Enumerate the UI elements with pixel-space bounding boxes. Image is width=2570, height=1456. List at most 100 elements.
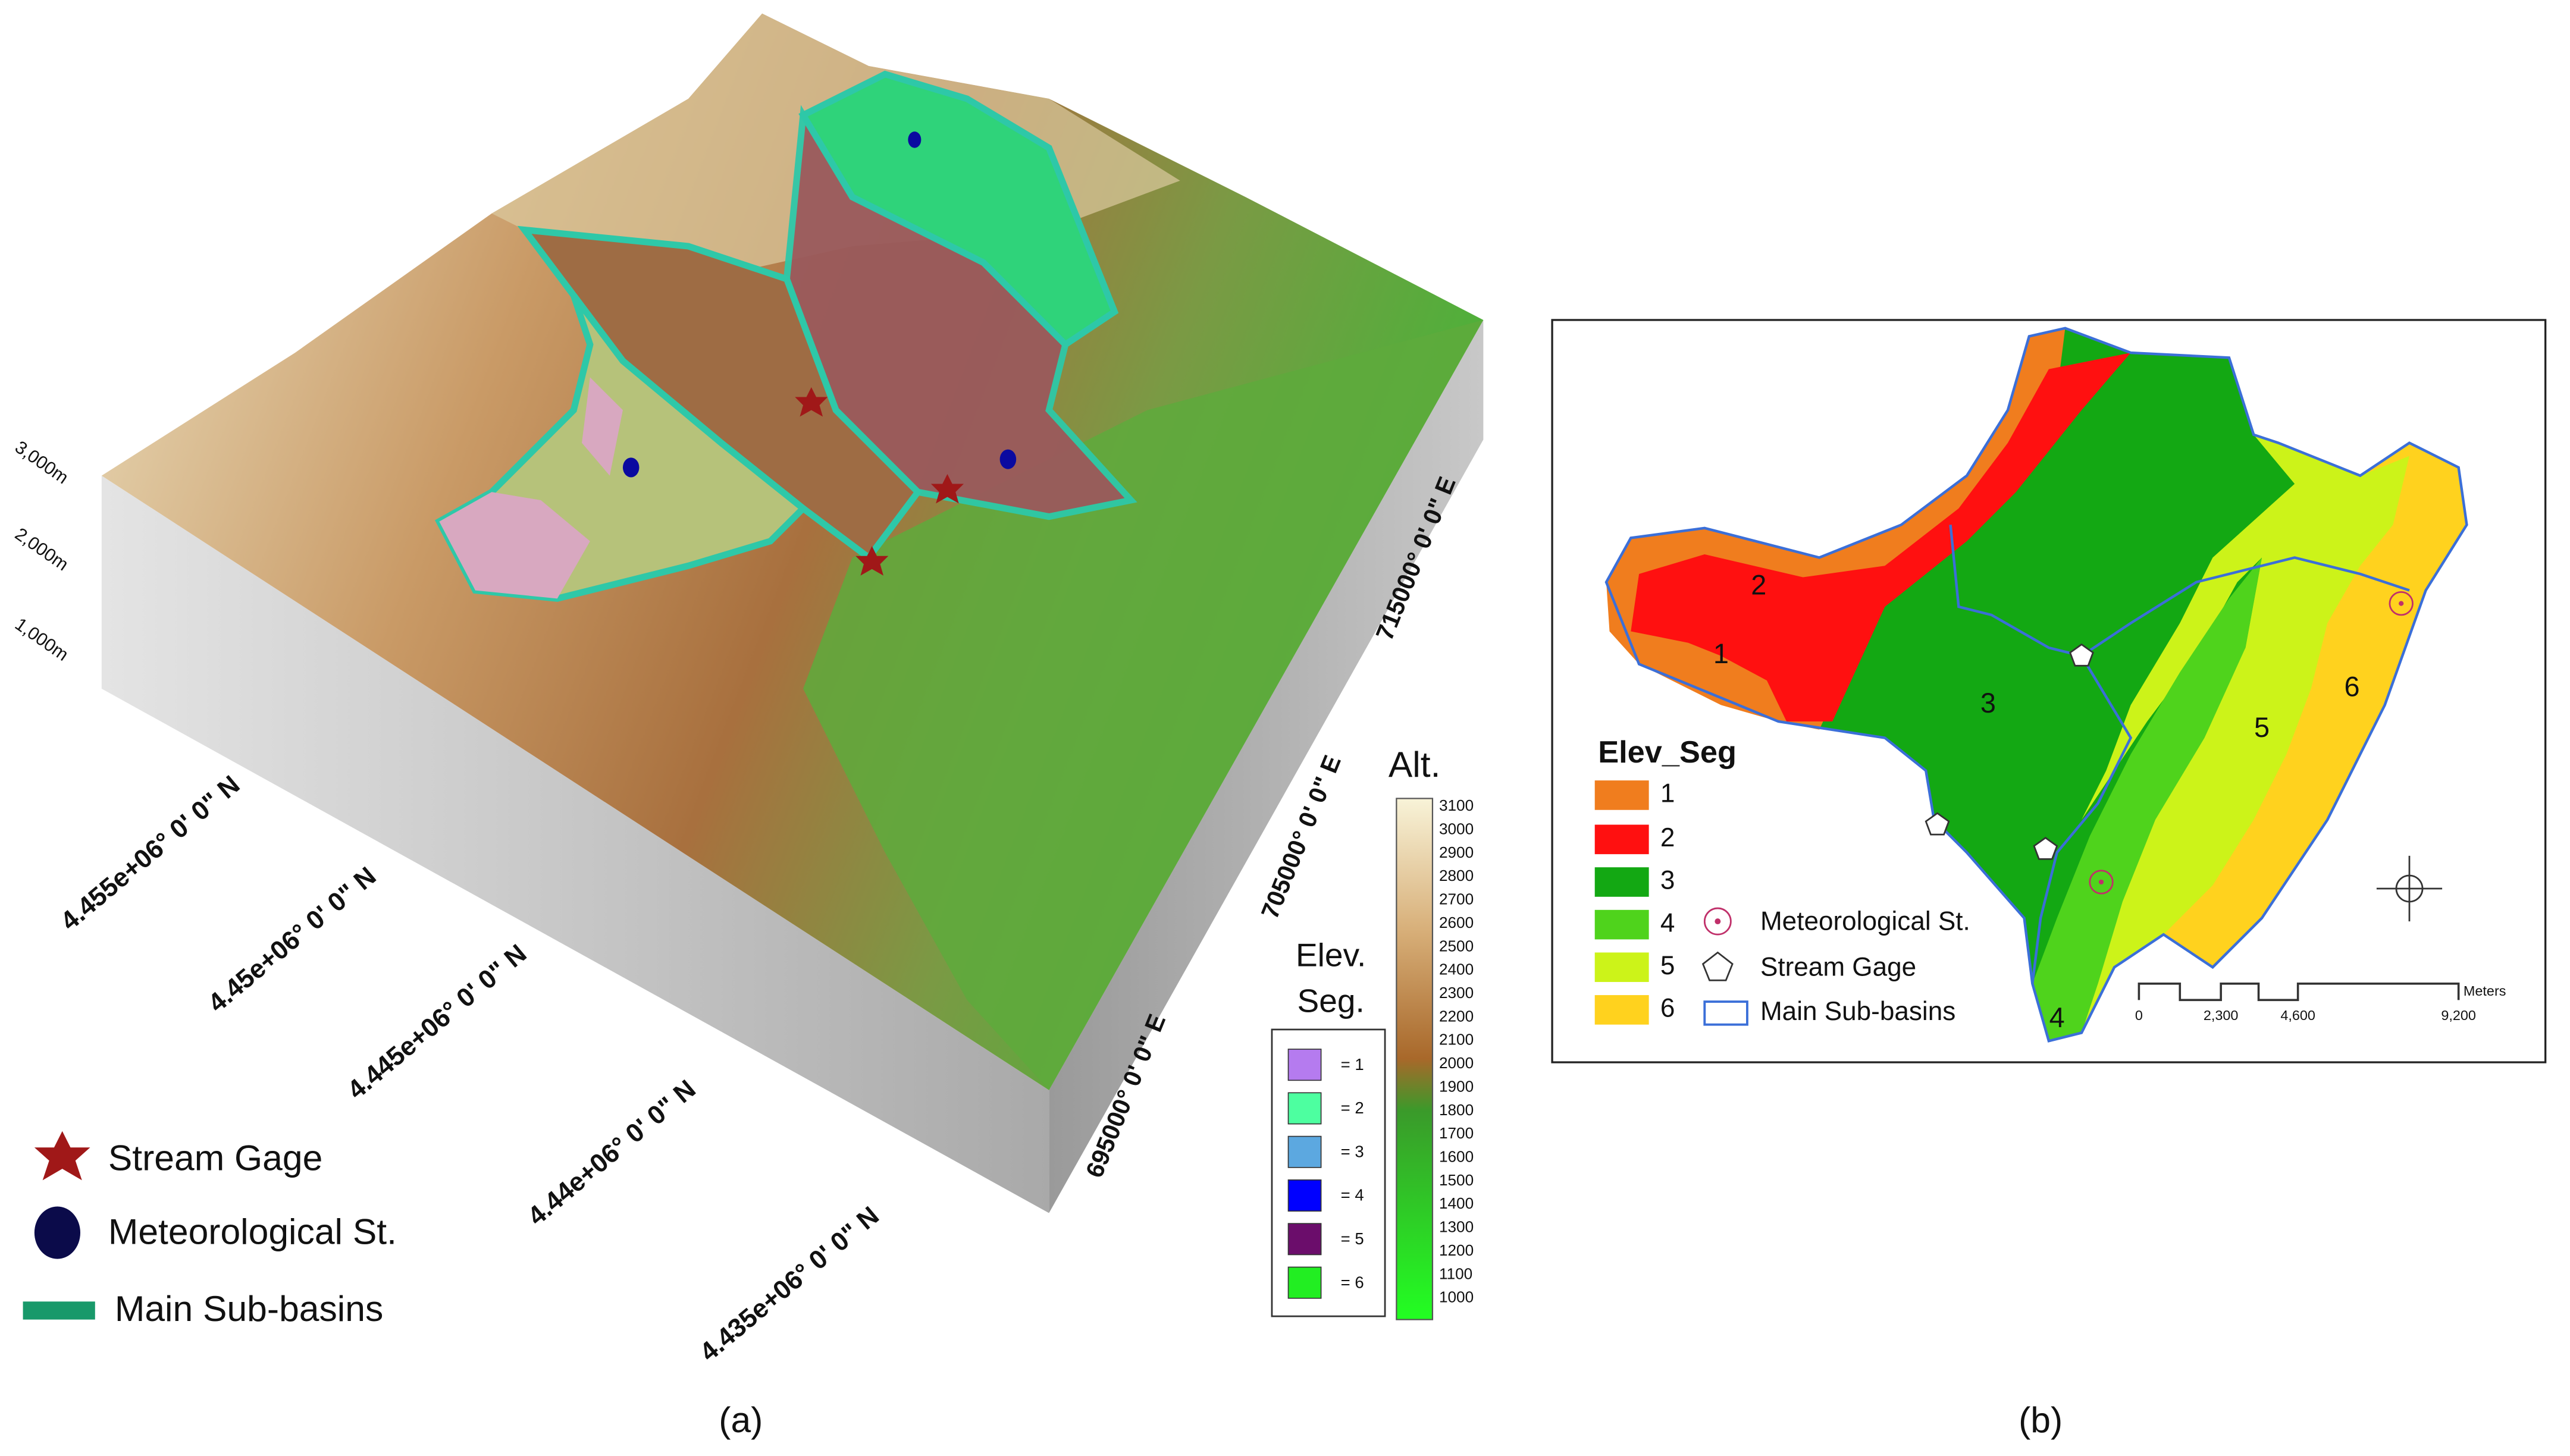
- segment-legend-label: 5: [1660, 951, 1675, 980]
- region-label: 2: [1751, 569, 1766, 600]
- stream-gage-symbol: [1701, 951, 1734, 981]
- segment-legend-label: = 2: [1341, 1099, 1364, 1117]
- meteorological-symbol: [1715, 918, 1721, 925]
- altitude-tick-label: 2900: [1439, 843, 1474, 861]
- region-label: 5: [2254, 712, 2270, 743]
- northing-label: 4.45e+06° 0' 0" N: [203, 861, 382, 1018]
- scale-label: 4,600: [2280, 1008, 2315, 1023]
- elevation-segment: [2032, 557, 2262, 1041]
- segment-legend-label: = 4: [1341, 1186, 1364, 1204]
- altitude-tick-label: 1300: [1439, 1218, 1474, 1236]
- segment-legend-label: = 1: [1341, 1055, 1364, 1074]
- stream-gage-marker: [2069, 643, 2094, 667]
- scale-label: 2,300: [2204, 1008, 2239, 1023]
- stream-gage-marker: [2033, 836, 2058, 860]
- altitude-tick-label: 2700: [1439, 890, 1474, 908]
- elevation-tick-label: 2,000m: [11, 524, 72, 575]
- sub-basin-west-high: [582, 377, 623, 476]
- legend-label: Meteorological St.: [108, 1211, 397, 1251]
- altitude-tick-label: 3000: [1439, 820, 1474, 838]
- block-left-face: [101, 475, 1049, 1213]
- northing-label: 4.455e+06° 0' 0" N: [55, 770, 246, 936]
- segment-legend-swatch: [1287, 1179, 1322, 1212]
- legend-label: Main Sub-basins: [115, 1288, 383, 1329]
- segment-legend-swatch: [1594, 952, 1649, 983]
- scale-bar: [2138, 983, 2460, 1002]
- segment-legend-swatch: [1594, 995, 1649, 1025]
- scale-unit: Meters: [2464, 983, 2506, 999]
- segment-legend-title: Elev_Seg: [1598, 735, 1737, 770]
- north-arrow: [2376, 855, 2443, 922]
- altitude-tick-label: 1200: [1439, 1241, 1474, 1259]
- northing-label: 4.435e+06° 0' 0" N: [694, 1201, 885, 1367]
- altitude-tick-label: 1000: [1439, 1288, 1474, 1306]
- legend-label: Stream Gage: [1760, 953, 1916, 982]
- altitude-tick-label: 1800: [1439, 1101, 1474, 1119]
- altitude-tick-label: 1100: [1439, 1264, 1472, 1282]
- elevation-segment: [1631, 353, 2131, 721]
- region-label: 6: [2345, 671, 2360, 702]
- scale-label: 9,200: [2441, 1008, 2476, 1023]
- meteorological-marker: [2389, 591, 2414, 616]
- segment-legend-swatch: [1287, 1135, 1322, 1168]
- segment-legend-label: 2: [1660, 823, 1675, 852]
- segment-legend-swatch: [1594, 867, 1649, 897]
- segment-legend-label: 1: [1660, 779, 1675, 808]
- legend-label: Meteorological St.: [1760, 906, 1970, 936]
- segment-legend-label: = 6: [1341, 1273, 1364, 1291]
- altitude-tick-label: 1400: [1439, 1194, 1474, 1212]
- region-label: 3: [1980, 688, 1996, 718]
- meteorological-marker: [2089, 870, 2114, 895]
- legend-label: Stream Gage: [108, 1137, 322, 1178]
- altitude-tick-label: 3100: [1439, 796, 1474, 814]
- panel-label: (b): [2019, 1399, 2063, 1440]
- altitude-tick-label: 2000: [1439, 1054, 1474, 1072]
- segment-legend-label: 6: [1660, 994, 1675, 1023]
- altitude-tick-label: 2800: [1439, 867, 1474, 884]
- legend-label: Main Sub-basins: [1760, 997, 1955, 1026]
- north-arrow-cross: [2376, 855, 2443, 922]
- segment-legend-label: = 3: [1341, 1142, 1364, 1160]
- block-right-face: [1049, 319, 1484, 1213]
- altitude-tick-label: 1700: [1439, 1124, 1474, 1142]
- scale-label: 0: [2135, 1008, 2143, 1023]
- meteorological-symbol: [34, 1206, 80, 1259]
- altitude-tick-label: 1600: [1439, 1148, 1474, 1166]
- meteorological-symbol: [1703, 907, 1732, 936]
- sub-basin-symbol: [23, 1301, 95, 1320]
- segment-map: [1606, 328, 2467, 1041]
- sub-basin-outline: [1949, 525, 2410, 658]
- altitude-tick-label: 1500: [1439, 1171, 1474, 1189]
- segment-legend-label: 3: [1660, 866, 1675, 895]
- segment-legend-swatch: [1594, 909, 1649, 940]
- altitude-tick-label: 2600: [1439, 914, 1474, 931]
- segment-legend-swatch: [1287, 1266, 1322, 1299]
- meteorological-marker: [622, 457, 640, 478]
- altitude-tick-label: 2300: [1439, 984, 1474, 1002]
- sub-basin-outline: [1604, 327, 2468, 1043]
- meteorological-marker: [908, 131, 922, 148]
- meteorological-marker: [2098, 879, 2104, 885]
- segment-legend-swatch: [1594, 780, 1649, 810]
- stream-gage-symbol: [34, 1131, 90, 1181]
- altitude-legend-title: Alt.: [1389, 744, 1441, 785]
- region-label: 1: [1713, 638, 1729, 669]
- sub-basin-symbol: [1703, 1000, 1748, 1026]
- stream-gage-marker: [855, 546, 889, 576]
- segment-legend-title: Elev.: [1296, 936, 1366, 973]
- segment-legend-swatch: [1287, 1049, 1322, 1081]
- segment-legend-swatch: [1287, 1223, 1322, 1256]
- segment-legend-label: = 5: [1341, 1229, 1364, 1248]
- altitude-tick-label: 2200: [1439, 1007, 1474, 1025]
- altitude-colorbar: [1396, 798, 1434, 1320]
- altitude-tick-label: 1900: [1439, 1077, 1474, 1095]
- terrain-block: [101, 13, 1484, 1213]
- altitude-tick-label: 2100: [1439, 1031, 1474, 1049]
- altitude-tick-label: 2500: [1439, 937, 1474, 955]
- sub-basin-west-high: [439, 492, 590, 599]
- meteorological-marker: [2399, 601, 2404, 606]
- northing-label: 4.44e+06° 0' 0" N: [522, 1074, 701, 1231]
- region-label: 4: [2049, 1002, 2065, 1033]
- stream-gage-marker: [1925, 812, 1950, 836]
